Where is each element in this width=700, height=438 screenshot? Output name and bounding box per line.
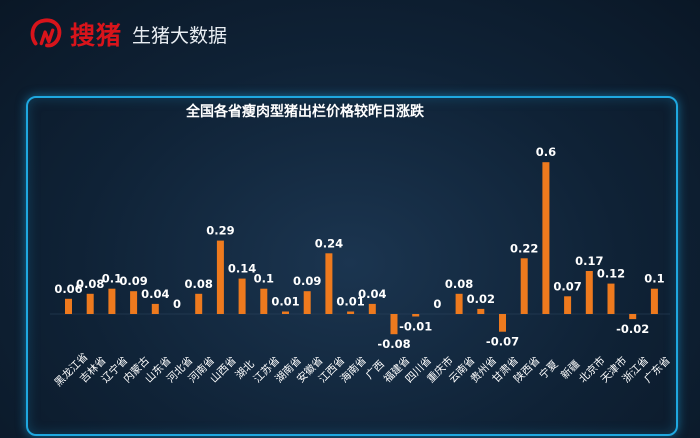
data-label: 0.08 <box>185 277 213 291</box>
bar <box>412 314 420 317</box>
bar <box>607 283 615 314</box>
data-label: -0.02 <box>616 322 649 336</box>
data-label: 0.24 <box>315 236 343 250</box>
data-label: -0.08 <box>377 337 410 351</box>
data-label: 0.29 <box>206 224 234 238</box>
brand-subtitle: 生猪大数据 <box>132 24 228 47</box>
bar <box>108 288 116 314</box>
chart-panel <box>26 96 678 436</box>
brand-name: 搜猪 <box>70 21 123 50</box>
bar <box>260 288 268 314</box>
bar <box>629 314 637 320</box>
brand: 搜猪 生猪大数据 <box>28 16 227 52</box>
logo-icon <box>30 18 62 48</box>
data-label: 0.22 <box>510 241 538 255</box>
chart-title: 全国各省瘦肉型猪出栏价格较昨日涨跌 <box>186 104 424 120</box>
data-label: 0.1 <box>254 272 274 286</box>
bar <box>303 291 311 314</box>
data-label: 0 <box>433 297 441 311</box>
bar <box>347 311 355 314</box>
data-label: -0.01 <box>399 320 432 334</box>
bar <box>325 253 333 314</box>
data-label: 0.02 <box>467 292 495 306</box>
data-label: -0.07 <box>486 335 519 349</box>
bar <box>238 278 246 314</box>
bar <box>499 314 506 332</box>
data-label: 0.08 <box>445 277 473 291</box>
data-label: 0.04 <box>358 287 386 301</box>
data-label: 0.6 <box>536 145 556 159</box>
bar <box>585 271 593 314</box>
data-label: 0.06 <box>54 282 82 296</box>
bar <box>65 298 72 314</box>
data-label: 0.04 <box>141 287 169 301</box>
bar <box>86 293 94 314</box>
bar <box>195 293 203 314</box>
bar <box>151 303 159 314</box>
bar <box>477 308 485 314</box>
data-label: 0.01 <box>271 295 299 309</box>
data-label: 0.07 <box>553 279 581 293</box>
data-label: 0.08 <box>76 277 104 291</box>
data-label: 0.09 <box>119 274 147 288</box>
data-label: 0.01 <box>336 295 364 309</box>
bar <box>282 311 289 314</box>
bar <box>520 258 528 314</box>
bar <box>130 291 138 314</box>
data-label: 0 <box>173 297 181 311</box>
bar <box>216 240 224 314</box>
bar <box>455 293 463 314</box>
bar <box>542 162 550 314</box>
data-label: 0.12 <box>597 267 625 281</box>
bar <box>564 296 572 314</box>
data-label: 0.1 <box>102 272 122 286</box>
data-label: 0.1 <box>644 272 664 286</box>
data-label: 0.09 <box>293 274 321 288</box>
bar <box>368 303 376 314</box>
bar <box>650 288 658 314</box>
data-label: 0.17 <box>575 254 603 268</box>
data-label: 0.14 <box>228 262 256 276</box>
bar <box>390 314 398 335</box>
